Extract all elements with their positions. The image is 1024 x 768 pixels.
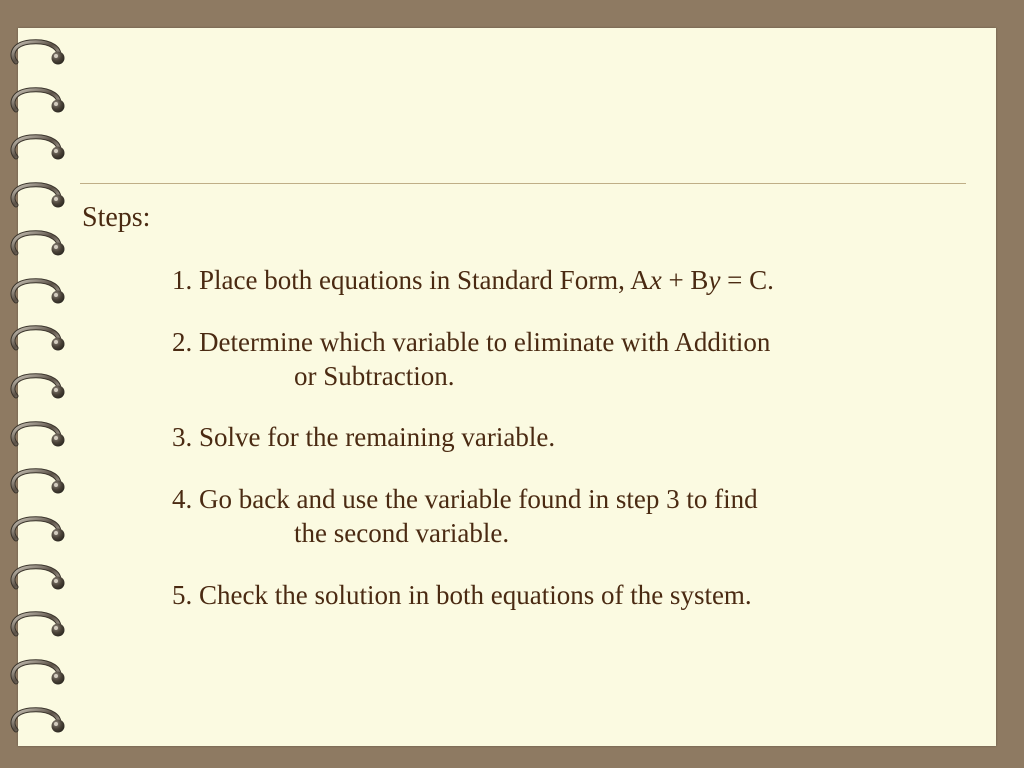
horizontal-rule	[80, 183, 966, 184]
step-text: Determine which variable to eliminate wi…	[199, 327, 770, 357]
step-2: 2. Determine which variable to eliminate…	[172, 326, 966, 394]
step-text: Solve for the remaining variable.	[199, 422, 555, 452]
step-text: Go back and use the variable found in st…	[199, 484, 758, 514]
notebook-paper: Steps: 1. Place both equations in Standa…	[18, 28, 996, 746]
step-number: 1.	[172, 265, 192, 295]
step-text: Check the solution in both equations of …	[199, 580, 752, 610]
step-3: 3. Solve for the remaining variable.	[172, 421, 966, 455]
step-continuation: the second variable.	[200, 517, 966, 551]
heading-steps: Steps:	[80, 202, 966, 234]
step-5: 5. Check the solution in both equations …	[172, 579, 966, 613]
slide-frame: Steps: 1. Place both equations in Standa…	[0, 0, 1024, 768]
step-number: 2.	[172, 327, 192, 357]
slide-content: Steps: 1. Place both equations in Standa…	[18, 28, 996, 746]
step-4: 4. Go back and use the variable found in…	[172, 483, 966, 551]
step-text: Place both equations in Standard Form, A…	[199, 265, 774, 295]
steps-list: 1. Place both equations in Standard Form…	[80, 264, 966, 612]
step-continuation: or Subtraction.	[200, 360, 966, 394]
step-1: 1. Place both equations in Standard Form…	[172, 264, 966, 298]
step-number: 3.	[172, 422, 192, 452]
step-number: 4.	[172, 484, 192, 514]
step-number: 5.	[172, 580, 192, 610]
